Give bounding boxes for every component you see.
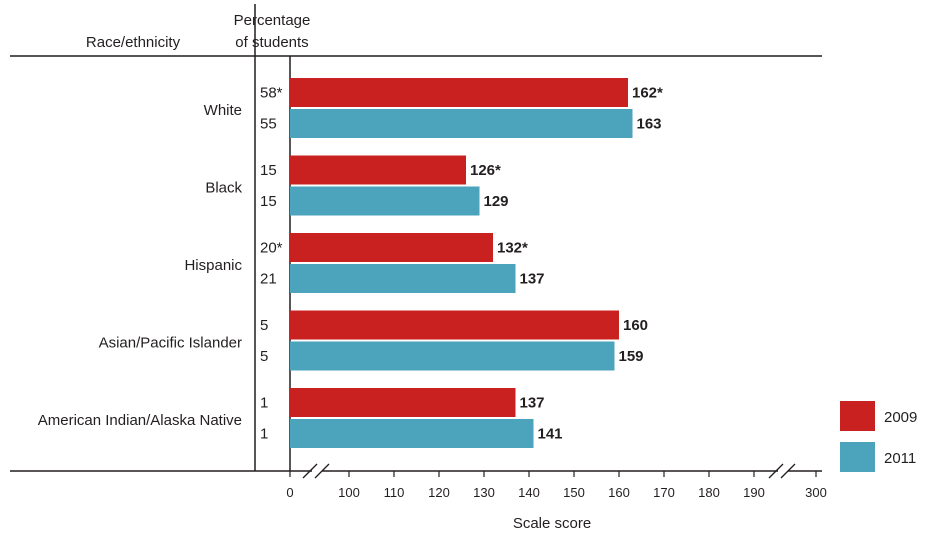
percent-label: 58* [260,85,283,102]
bar-2009 [290,310,619,340]
legend-swatch-2011 [840,442,875,472]
percent-label: 1 [260,426,268,443]
axis-break-mark [780,463,796,479]
axis-break-mark [768,463,784,479]
x-tick-label: 160 [608,485,630,500]
bar-value-label: 132* [497,240,528,257]
category-label: American Indian/Alaska Native [38,412,242,429]
x-tick-label: 140 [518,485,540,500]
x-tick-label: 120 [428,485,450,500]
percent-label: 55 [260,116,277,133]
x-tick-label: 0 [286,485,293,500]
bar-2009 [290,388,516,417]
bar-value-label: 163 [637,116,662,133]
category-label: Hispanic [184,257,242,274]
category-label: Asian/Pacific Islander [99,335,242,352]
bar-2011 [290,419,534,448]
x-tick-label: 170 [653,485,675,500]
percent-label: 15 [260,193,277,210]
x-tick-label: 180 [698,485,720,500]
bar-2009 [290,78,628,107]
bar-2011 [290,341,615,371]
percent-label: 1 [260,395,268,412]
x-tick-label: 300 [805,485,827,500]
bar-2009 [290,155,466,185]
legend-swatch-2009 [840,401,875,431]
bar-value-label: 162* [632,85,663,102]
bar-2011 [290,264,516,293]
bar-value-label: 137 [520,271,545,288]
percent-label: 15 [260,162,277,179]
bar-value-label: 160 [623,317,648,334]
percent-label: 5 [260,317,268,334]
x-tick-label: 190 [743,485,765,500]
axis-break-mark [314,463,330,479]
category-label: Black [205,180,242,197]
x-tick-label: 150 [563,485,585,500]
percent-column-header-line1: Percentage [234,12,311,29]
bar-value-label: 137 [520,395,545,412]
x-axis-title: Scale score [513,515,591,532]
percent-label: 21 [260,271,277,288]
bar-value-label: 159 [619,348,644,365]
percent-label: 20* [260,240,283,257]
percent-column-header-line2: of students [235,34,308,51]
x-tick-label: 110 [384,485,405,500]
bar-2011 [290,186,480,216]
legend-label: 2011 [884,450,916,467]
bar-2009 [290,233,493,262]
bar-2011 [290,109,633,138]
axis-break-mark [302,463,318,479]
bar-value-label: 126* [470,162,501,179]
percent-label: 5 [260,348,268,365]
bar-value-label: 129 [484,193,509,210]
category-column-header: Race/ethnicity [86,34,181,51]
x-tick-label: 100 [338,485,360,500]
category-label: White [204,102,242,119]
x-tick-label: 130 [473,485,495,500]
bar-value-label: 141 [538,426,563,443]
legend-label: 2009 [884,409,917,426]
